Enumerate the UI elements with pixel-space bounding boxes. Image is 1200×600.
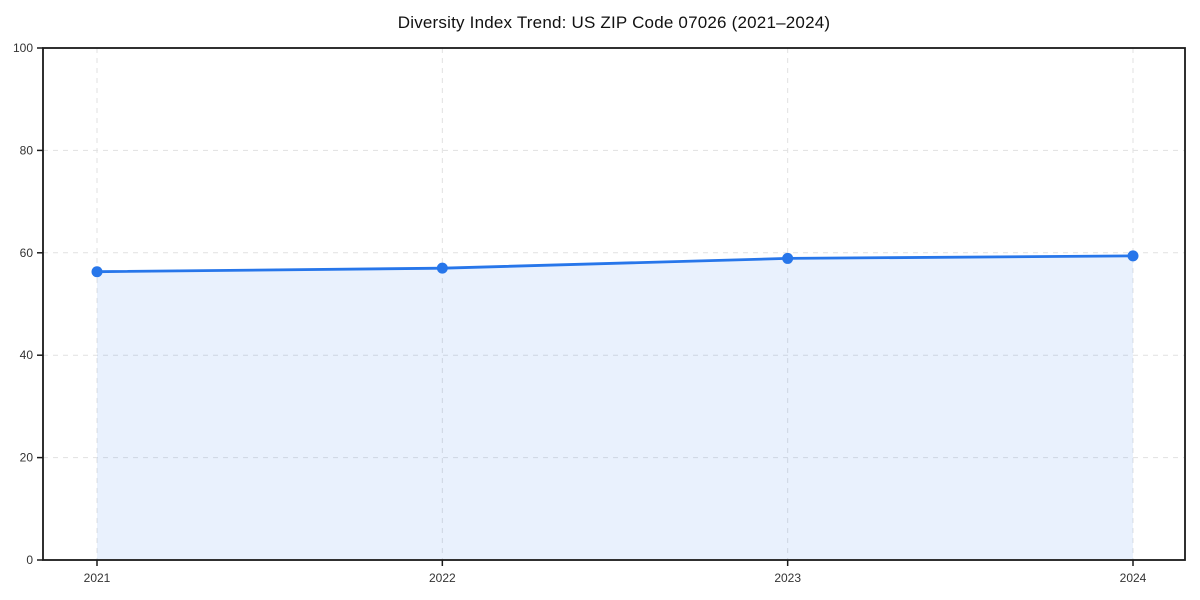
y-tick-label: 0 [26, 553, 33, 567]
area-fill [97, 255, 1133, 559]
plot-border [42, 47, 1186, 561]
trend-line [95, 254, 1135, 274]
x-tick-label: 2024 [1120, 571, 1147, 585]
data-point-2024 [1127, 250, 1139, 262]
y-tick-label: 100 [13, 41, 33, 55]
data-point-2023 [782, 252, 794, 264]
chart-title: Diversity Index Trend: US ZIP Code 07026… [397, 13, 831, 32]
y-tick-label: 80 [20, 143, 34, 157]
y-tick-label: 20 [20, 451, 34, 465]
x-tick-label: 2023 [774, 571, 801, 585]
x-tick-label: 2021 [84, 571, 111, 585]
data-point-2021 [91, 266, 103, 278]
x-tick-label: 2022 [429, 571, 456, 585]
data-point-2022 [436, 262, 448, 274]
y-tick-label: 60 [20, 246, 34, 260]
y-tick-label: 40 [20, 348, 34, 362]
